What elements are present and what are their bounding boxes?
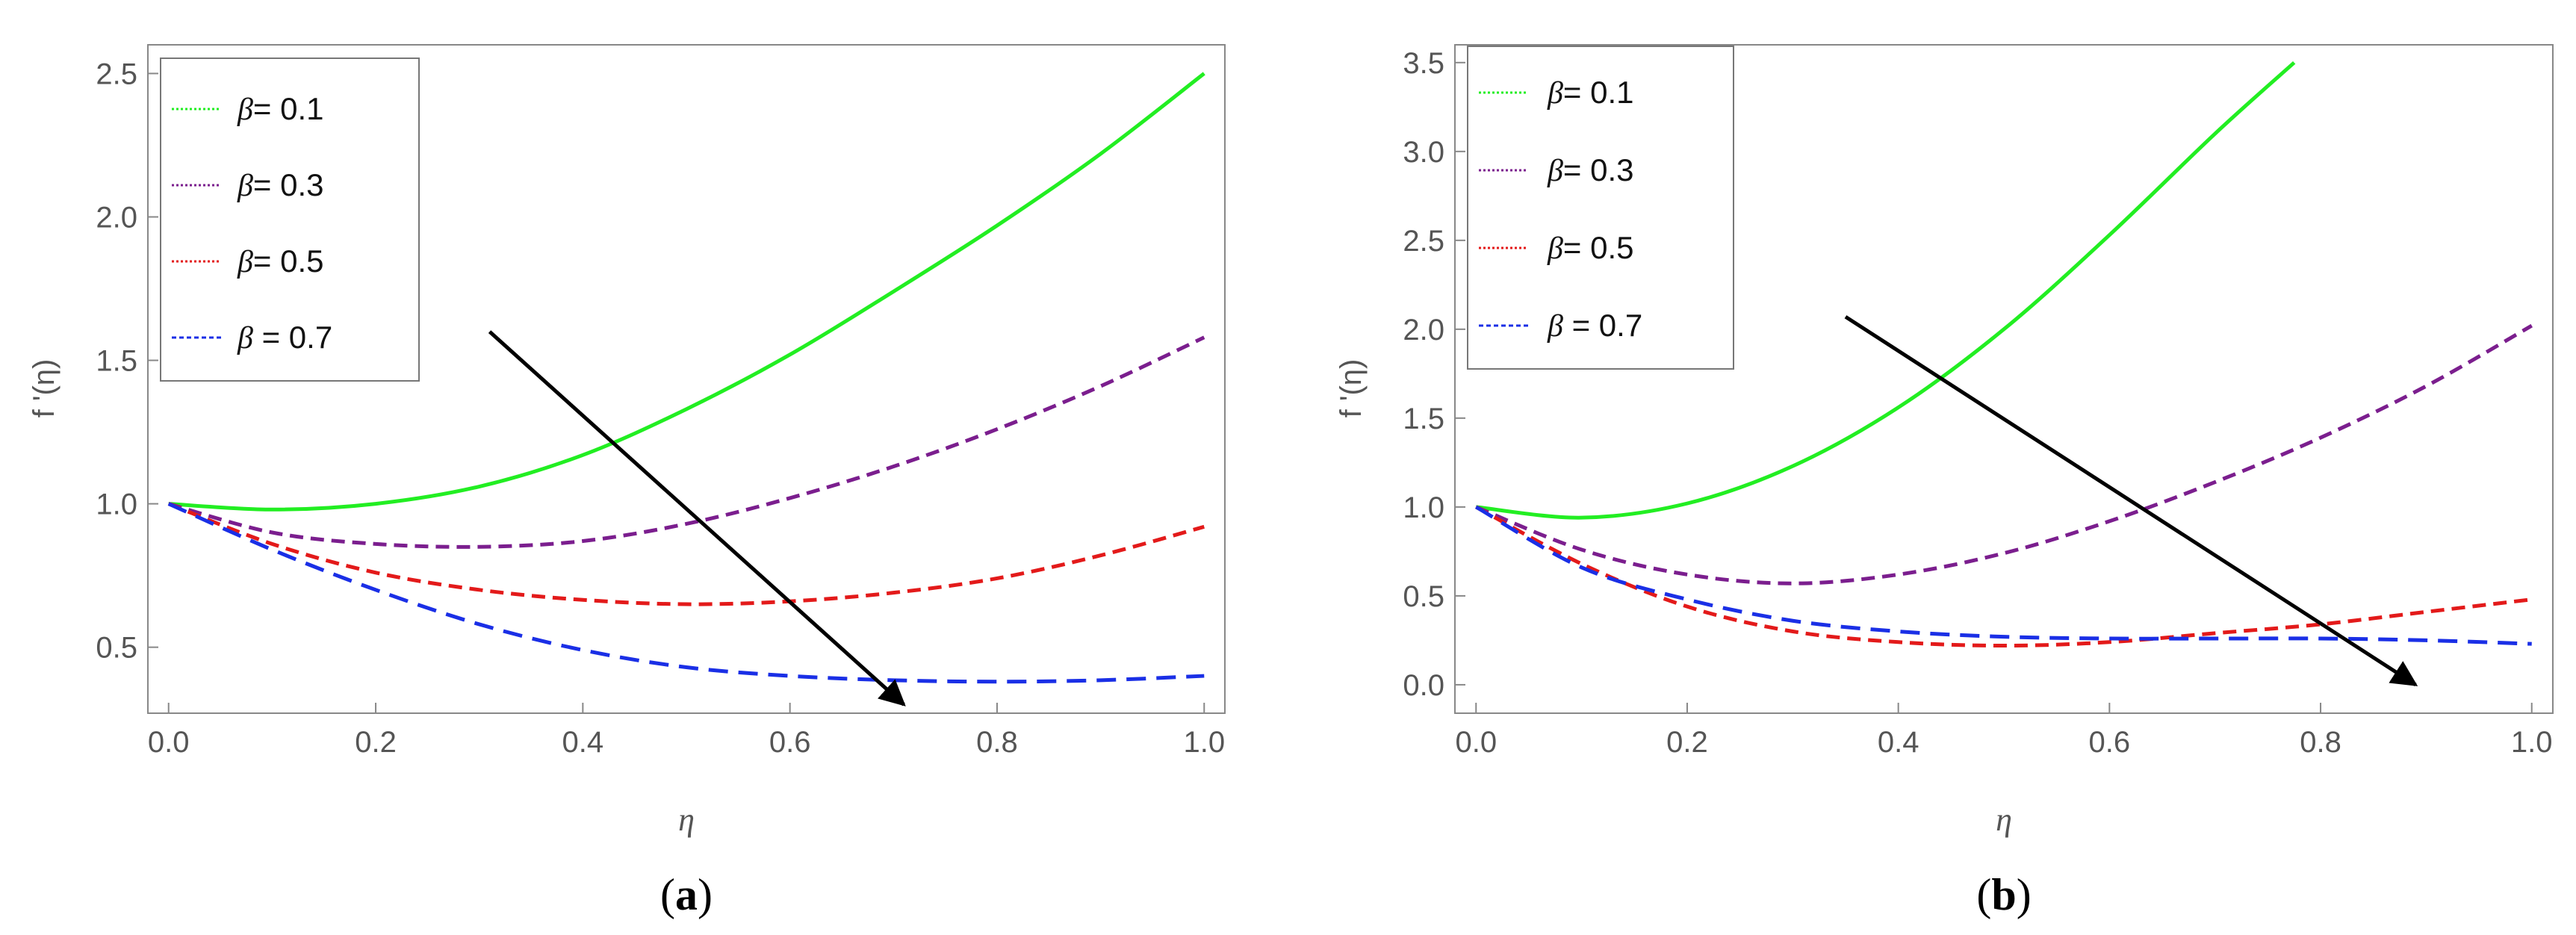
series-line-2: [168, 335, 1205, 549]
legend-symbol-3: β: [237, 245, 253, 279]
y-ticks: 0.0 0.5 1.0 1.5 2.0 2.5 3.0 3.5: [1403, 47, 1465, 702]
legend: β= 0.1 β= 0.3 β= 0.5 β = 0.7: [1467, 46, 1734, 370]
legend-label-3: β= 0.5: [1547, 230, 1634, 266]
legend-symbol-4: β: [237, 321, 253, 355]
legend-symbol-2: β: [237, 169, 253, 203]
y-tick-label: 0.5: [96, 632, 137, 665]
x-ticks: 0.0 0.2 0.4 0.6 0.8 1.0: [1455, 703, 2553, 759]
y-tick-label: 3.5: [1403, 47, 1444, 80]
legend-symbol-4: β: [1547, 309, 1563, 344]
y-axis-label: f '(η): [1335, 359, 1368, 418]
x-axis-label: η: [1996, 801, 2012, 838]
y-tick-label: 0.0: [1403, 669, 1444, 702]
x-tick-label: 0.4: [562, 726, 604, 759]
x-tick-label: 0.0: [148, 726, 190, 759]
series-line-4: [1475, 505, 2532, 646]
series-group: [1475, 60, 2533, 648]
legend: β= 0.1 β= 0.3 β= 0.5 β = 0.7: [160, 58, 420, 382]
legend-label-2: β= 0.3: [1547, 152, 1634, 188]
legend-label-2: β= 0.3: [237, 167, 324, 203]
x-tick-label: 0.6: [2089, 726, 2131, 759]
legend-value-3: = 0.5: [1563, 230, 1634, 265]
x-tick-label: 0.2: [355, 726, 397, 759]
x-tick-label: 0.0: [1455, 726, 1497, 759]
y-tick-label: 1.0: [96, 488, 137, 521]
trend-arrow: [488, 330, 906, 706]
x-tick-label: 0.6: [769, 726, 811, 759]
y-tick-label: 0.5: [1403, 580, 1444, 613]
x-axis-label: η: [678, 801, 695, 838]
panel-letter: a: [675, 870, 698, 919]
y-tick-label: 2.5: [1403, 225, 1444, 258]
y-ticks: 0.5 1.0 1.5 2.0 2.5: [96, 58, 158, 665]
series-line-4: [167, 502, 1205, 684]
x-tick-label: 1.0: [1183, 726, 1225, 759]
chart-b: 0.0 0.2 0.4 0.6 0.8 1.0 0.0 0.5 1.0 1.5 2.0 2.5 3.0…: [1335, 44, 2554, 919]
x-tick-label: 0.8: [2300, 726, 2341, 759]
series-line-3: [1475, 505, 2533, 648]
panel-label: (a): [660, 870, 713, 919]
legend-symbol-3: β: [1547, 232, 1563, 266]
chart-a: 0.0 0.2 0.4 0.6 0.8 1.0 0.5 1.0 1.5 2.0 2.5 η f '…: [28, 44, 1226, 919]
legend-label-1: β= 0.1: [1547, 75, 1634, 111]
legend-value-1: = 0.1: [1563, 75, 1634, 110]
legend-value-4: = 0.7: [253, 320, 332, 355]
y-tick-label: 2.0: [96, 201, 137, 234]
panel-label: (b): [1976, 870, 2031, 919]
legend-label-3: β= 0.5: [237, 243, 324, 279]
legend-label-1: β= 0.1: [237, 91, 324, 127]
legend-symbol-1: β: [1547, 76, 1563, 111]
series-line-1: [168, 72, 1205, 512]
legend-value-2: = 0.3: [253, 167, 324, 202]
plot-frame: [147, 44, 1226, 714]
legend-value-3: = 0.5: [253, 243, 324, 279]
legend-label-4: β = 0.7: [1547, 308, 1642, 344]
y-axis-label: f '(η): [28, 359, 60, 418]
legend-value-4: = 0.7: [1563, 308, 1642, 343]
y-tick-label: 2.0: [1403, 314, 1444, 347]
legend-value-1: = 0.1: [253, 91, 324, 126]
legend-symbol-1: β: [237, 93, 253, 127]
legend-box: [160, 58, 420, 382]
series-group: [167, 72, 1205, 684]
x-tick-label: 0.4: [1878, 726, 1919, 759]
x-ticks: 0.0 0.2 0.4 0.6 0.8 1.0: [148, 703, 1225, 759]
x-tick-label: 0.8: [976, 726, 1018, 759]
x-tick-label: 0.2: [1666, 726, 1708, 759]
series-line-3: [167, 502, 1205, 606]
x-tick-label: 1.0: [2511, 726, 2553, 759]
y-tick-label: 1.5: [1403, 403, 1444, 435]
y-tick-label: 2.5: [96, 58, 137, 90]
plot-frame: [1454, 44, 2554, 714]
panel-letter: b: [1991, 870, 2016, 919]
trend-arrow: [1844, 315, 2418, 687]
legend-symbol-2: β: [1547, 154, 1563, 188]
y-tick-label: 1.0: [1403, 491, 1444, 524]
series-line-1: [1476, 60, 2296, 520]
y-tick-label: 1.5: [96, 345, 137, 378]
legend-box: [1467, 46, 1734, 370]
legend-value-2: = 0.3: [1563, 152, 1634, 187]
y-tick-label: 3.0: [1403, 136, 1444, 169]
legend-label-4: β = 0.7: [237, 320, 332, 355]
